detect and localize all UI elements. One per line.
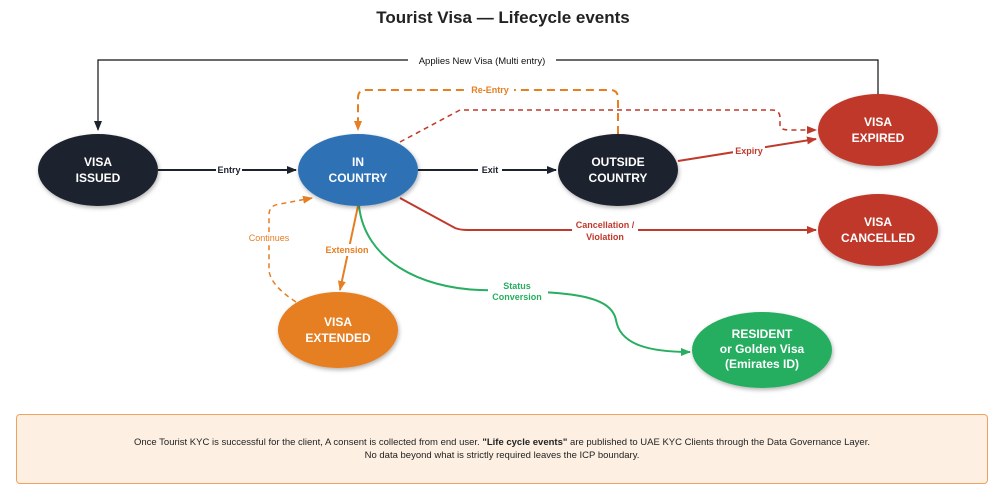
edge-continues [268,195,313,303]
svg-text:IN: IN [352,155,364,169]
edge-label-entry: Entry [217,165,240,175]
svg-text:EXPIRED: EXPIRED [852,131,905,145]
edge-label-cancellation-1: Cancellation / [576,220,635,230]
svg-text:ISSUED: ISSUED [76,171,121,185]
svg-text:VISA: VISA [864,115,892,129]
node-visa-cancelled[interactable]: VISA CANCELLED [818,194,938,266]
footer-note: Once Tourist KYC is successful for the c… [16,414,988,484]
edge-label-applies-new-visa: Applies New Visa (Multi entry) [419,56,546,67]
edge-in-country-to-expired [399,109,817,143]
edge-label-extension: Extension [325,245,368,255]
edge-re-entry [354,89,619,134]
diagram-title: Tourist Visa — Lifecycle events [376,8,630,27]
node-visa-extended[interactable]: VISA EXTENDED [278,292,398,368]
svg-text:(Emirates ID): (Emirates ID) [725,357,799,371]
edge-label-re-entry: Re-Entry [471,85,509,95]
svg-text:VISA: VISA [84,155,112,169]
svg-text:COUNTRY: COUNTRY [329,171,388,185]
node-outside-country[interactable]: OUTSIDE COUNTRY [558,134,678,206]
edge-label-status-1: Status [503,281,531,291]
edge-label-cancellation-2: Violation [586,232,624,242]
edge-cancellation [399,197,817,234]
node-visa-expired[interactable]: VISA EXPIRED [818,94,938,166]
svg-text:COUNTRY: COUNTRY [589,171,648,185]
svg-text:or Golden Visa: or Golden Visa [720,342,805,356]
svg-text:RESIDENT: RESIDENT [732,327,793,341]
svg-text:CANCELLED: CANCELLED [841,231,915,245]
node-resident-golden-visa[interactable]: RESIDENT or Golden Visa (Emirates ID) [692,312,832,388]
footer-line-2: No data beyond what is strictly required… [364,450,640,461]
svg-text:OUTSIDE: OUTSIDE [591,155,644,169]
edge-label-expiry: Expiry [735,146,763,156]
edge-label-status-2: Conversion [492,292,542,302]
edge-label-continues: Continues [249,233,290,243]
svg-text:VISA: VISA [324,315,352,329]
footer-line-1: Once Tourist KYC is successful for the c… [134,437,870,448]
edge-label-exit: Exit [482,165,499,175]
svg-text:EXTENDED: EXTENDED [305,331,371,345]
node-in-country[interactable]: IN COUNTRY [298,134,418,206]
node-visa-issued[interactable]: VISA ISSUED [38,134,158,206]
svg-text:VISA: VISA [864,215,892,229]
footer-emphasis: "Life cycle events" [482,437,568,448]
edge-status-conversion [358,205,691,356]
